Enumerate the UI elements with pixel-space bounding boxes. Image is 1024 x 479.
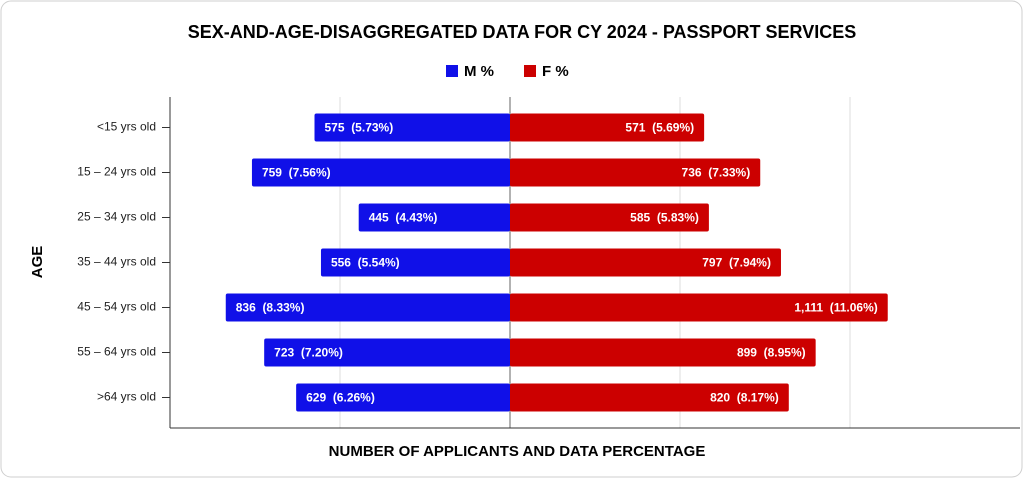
y-tick-label: 15 – 24 yrs old [77, 165, 156, 179]
data-label: 445 (4.43%) [369, 211, 438, 225]
bar [314, 113, 510, 142]
data-label: 797 (7.94%) [702, 256, 771, 270]
data-label: 736 (7.33%) [682, 166, 751, 180]
data-label: 629 (6.26%) [306, 391, 375, 405]
data-label: 899 (8.95%) [737, 346, 806, 360]
bar [510, 248, 781, 277]
bar [264, 338, 510, 367]
bar [510, 203, 709, 232]
bar [510, 338, 816, 367]
bar [510, 383, 789, 412]
data-label: 759 (7.56%) [262, 166, 331, 180]
bar [510, 158, 761, 187]
y-tick-label: >64 yrs old [97, 390, 156, 404]
data-label: 575 (5.73%) [325, 121, 394, 135]
bar [225, 293, 510, 322]
y-tick-label: 35 – 44 yrs old [77, 255, 156, 269]
y-tick-label: 25 – 34 yrs old [77, 210, 156, 224]
bar [510, 113, 705, 142]
legend-label: M % [464, 63, 494, 80]
data-label: 556 (5.54%) [331, 256, 400, 270]
y-tick-label: <15 yrs old [97, 120, 156, 134]
bar [320, 248, 510, 277]
y-tick-label: 45 – 54 yrs old [77, 300, 156, 314]
data-label: 571 (5.69%) [625, 121, 694, 135]
data-label: 836 (8.33%) [236, 301, 305, 315]
chart-title: SEX-AND-AGE-DISAGGREGATED DATA FOR CY 20… [188, 22, 856, 42]
x-axis-title: NUMBER OF APPLICANTS AND DATA PERCENTAGE [329, 443, 706, 460]
data-label: 723 (7.20%) [274, 346, 343, 360]
data-label: 820 (8.17%) [710, 391, 779, 405]
bar [296, 383, 510, 412]
bar [358, 203, 510, 232]
bar [251, 158, 510, 187]
data-label: 1,111 (11.06%) [794, 301, 877, 315]
data-label: 585 (5.83%) [630, 211, 699, 225]
bar [510, 293, 888, 322]
y-axis-title: AGE [29, 246, 46, 279]
legend-swatch [446, 65, 458, 77]
legend-swatch [524, 65, 536, 77]
legend-label: F % [542, 63, 569, 80]
y-tick-label: 55 – 64 yrs old [77, 345, 156, 359]
